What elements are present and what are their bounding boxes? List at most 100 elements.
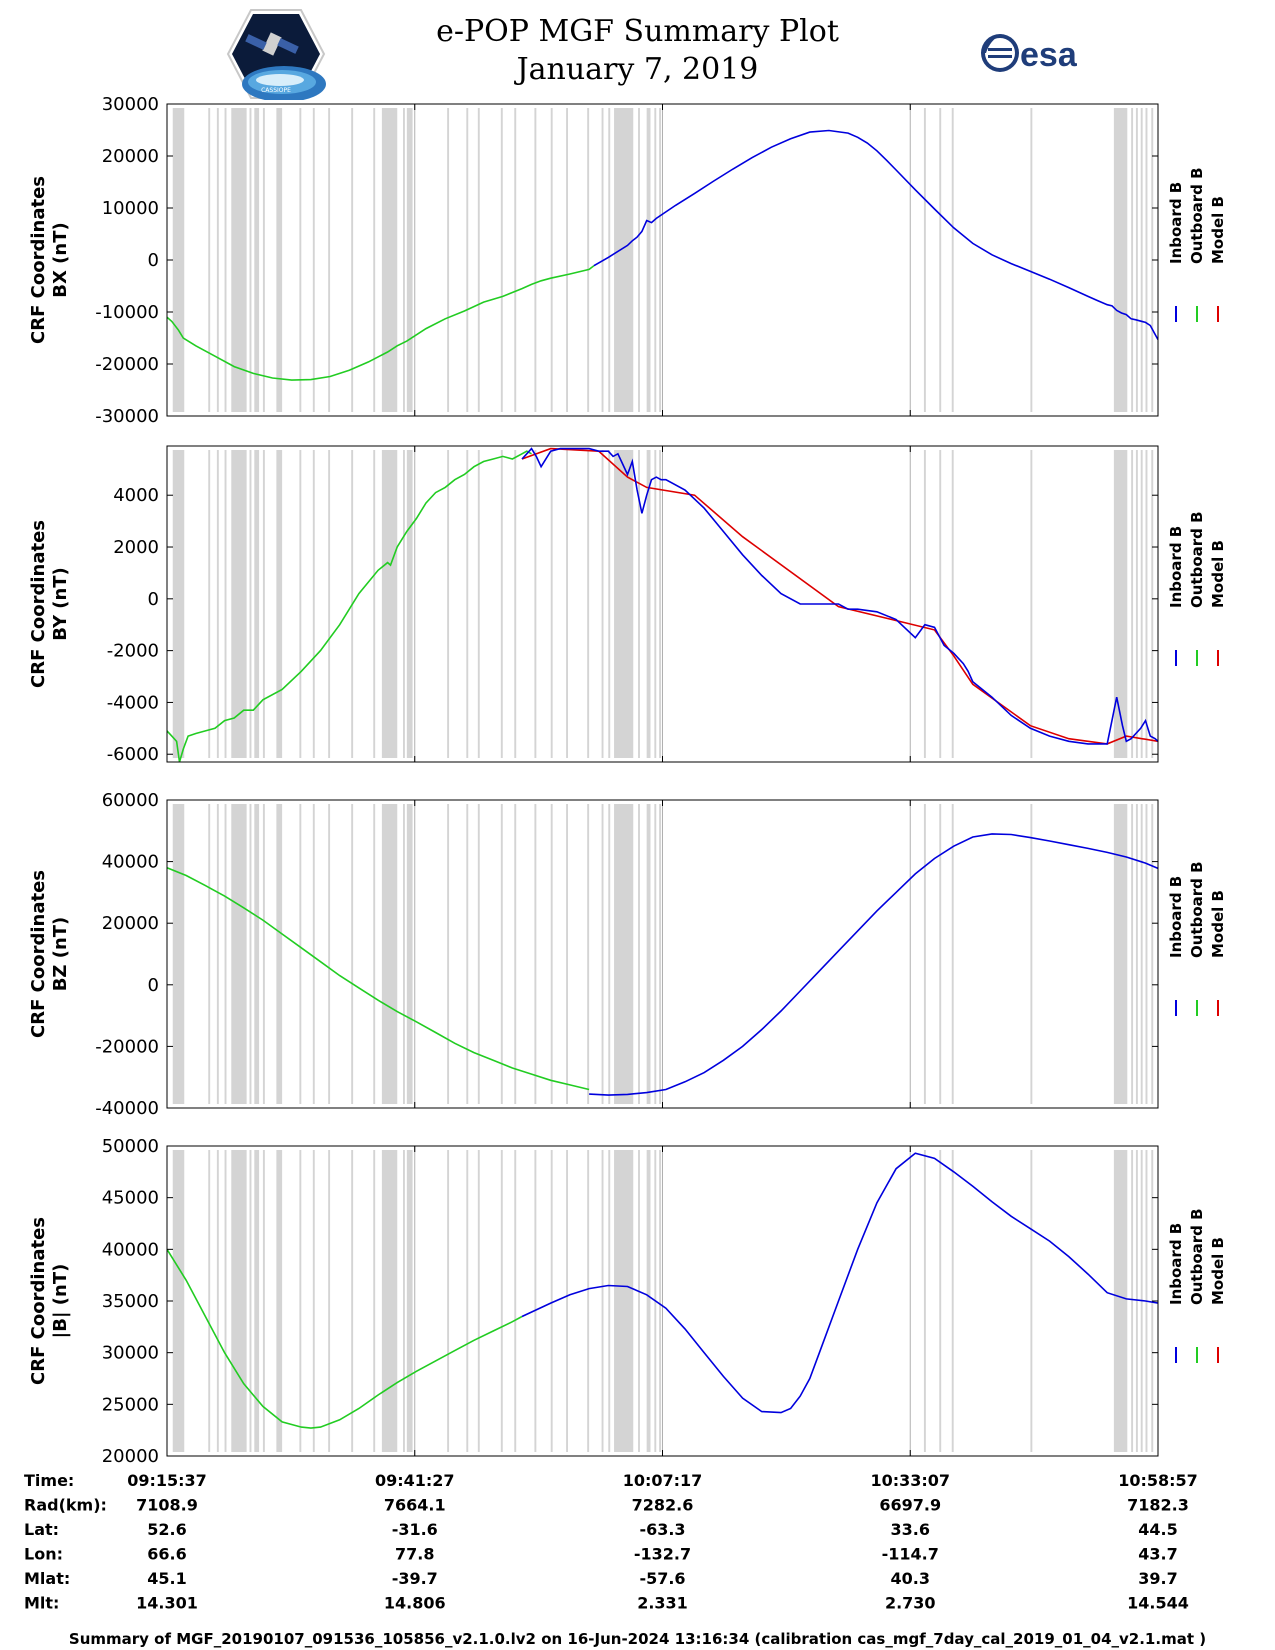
data-gap-band xyxy=(654,804,657,1104)
data-gap-band xyxy=(638,450,640,758)
data-gap-band xyxy=(1145,450,1148,758)
ephemeris-value: 09:15:37 xyxy=(127,1471,207,1490)
data-gap-band xyxy=(550,1150,553,1452)
data-gap-band xyxy=(646,108,651,412)
data-gap-band xyxy=(500,450,503,758)
y-axis-label: BY (nT) xyxy=(50,567,71,641)
data-gap-band xyxy=(231,108,247,412)
data-gap-band xyxy=(208,804,211,1104)
ephemeris-row-label: Mlt: xyxy=(24,1594,59,1613)
data-gap-band xyxy=(939,804,942,1104)
data-gap-band xyxy=(254,450,260,758)
y-axis-label: CRF Coordinates xyxy=(28,870,49,1038)
data-gap-band xyxy=(373,450,376,758)
data-gap-band xyxy=(276,450,283,758)
footer-caption: Summary of MGF_20190107_091536_105856_v2… xyxy=(68,1630,1207,1648)
data-gap-band xyxy=(299,108,302,412)
ephemeris-table: Time: 09:15:37 09:41:27 10:07:17 10:33:07 10:… xyxy=(24,1471,1198,1613)
data-gap-band xyxy=(231,804,247,1104)
ephemeris-value: 2.730 xyxy=(885,1594,936,1613)
data-gap-band xyxy=(312,450,315,758)
data-gap-band xyxy=(477,450,480,758)
data-gap-band xyxy=(249,804,252,1104)
data-gap-band xyxy=(1030,1150,1033,1452)
series-line-outboard-b xyxy=(167,450,532,762)
data-gap-band xyxy=(534,108,537,412)
data-gap-band xyxy=(231,450,247,758)
data-gap-band xyxy=(406,1150,413,1452)
data-gap-band xyxy=(406,450,413,758)
series-line-inboard-b xyxy=(589,833,1158,1096)
esa-logo: esa xyxy=(978,30,1108,76)
data-gap-band xyxy=(587,450,590,758)
ephemeris-value: 40.3 xyxy=(891,1569,930,1588)
data-gap-band xyxy=(514,450,517,758)
data-gap-band xyxy=(1151,450,1154,758)
ephemeris-value: 14.301 xyxy=(136,1594,198,1613)
svg-text:CASSIOPE: CASSIOPE xyxy=(261,87,291,94)
y-tick-label: 50000 xyxy=(102,1136,159,1157)
data-gap-band xyxy=(566,450,569,758)
y-tick-label: 60000 xyxy=(102,790,159,811)
data-gap-band xyxy=(351,108,354,412)
data-gap-band xyxy=(466,108,469,412)
data-gap-band xyxy=(254,804,260,1104)
data-gap-band xyxy=(646,1150,651,1452)
data-gap-band xyxy=(249,1150,252,1452)
data-gap-band xyxy=(659,108,662,412)
data-gap-band xyxy=(1030,804,1033,1104)
data-gap-band xyxy=(659,804,662,1104)
ephemeris-value: 44.5 xyxy=(1138,1520,1177,1539)
y-tick-label: 0 xyxy=(148,250,159,271)
data-gap-band xyxy=(299,1150,302,1452)
data-gap-band xyxy=(216,108,219,412)
data-gap-band xyxy=(406,108,413,412)
data-gap-band xyxy=(402,108,405,412)
data-gap-band xyxy=(406,804,413,1104)
ephemeris-row-label: Time: xyxy=(24,1471,74,1490)
data-gap-band xyxy=(373,1150,376,1452)
data-gap-band xyxy=(224,804,227,1104)
data-gap-band xyxy=(276,1150,283,1452)
data-gap-band xyxy=(923,450,926,758)
data-gap-band xyxy=(373,108,376,412)
data-gap-band xyxy=(208,1150,211,1452)
data-gap-band xyxy=(587,1150,590,1452)
data-gap-band xyxy=(328,804,331,1104)
data-gap-band xyxy=(381,450,398,758)
data-gap-band xyxy=(172,804,185,1104)
data-gap-band xyxy=(1113,108,1128,412)
data-gap-band xyxy=(1140,108,1143,412)
data-gap-band xyxy=(550,804,553,1104)
data-gap-band xyxy=(500,804,503,1104)
y-tick-label: -4000 xyxy=(107,692,159,713)
y-tick-label: 20000 xyxy=(102,913,159,934)
ephemeris-value: 43.7 xyxy=(1138,1545,1177,1564)
y-tick-label: 45000 xyxy=(102,1188,159,1209)
data-gap-band xyxy=(254,1150,260,1452)
data-gap-band xyxy=(208,108,211,412)
data-gap-band xyxy=(1145,108,1148,412)
data-gap-band xyxy=(1113,450,1128,758)
ephemeris-value: -132.7 xyxy=(634,1545,691,1564)
data-gap-band xyxy=(216,450,219,758)
header: CASSIOPE e-POP MGF Summary Plot January … xyxy=(0,0,1275,105)
data-gap-band xyxy=(1135,450,1138,758)
data-gap-band xyxy=(447,108,450,412)
data-gap-band xyxy=(587,804,590,1104)
y-tick-label: -20000 xyxy=(95,1036,159,1057)
y-tick-label: 30000 xyxy=(102,1343,159,1364)
data-gap-band xyxy=(654,108,657,412)
data-gap-band xyxy=(312,1150,315,1452)
data-gap-band xyxy=(951,108,954,412)
ephemeris-row-label: Lon: xyxy=(24,1545,63,1564)
data-gap-band xyxy=(1140,450,1143,758)
data-gap-band xyxy=(587,108,590,412)
data-gap-band xyxy=(299,804,302,1104)
y-tick-label: 25000 xyxy=(102,1394,159,1415)
data-gap-band xyxy=(608,450,611,758)
ephemeris-value: 10:07:17 xyxy=(623,1471,703,1490)
data-gap-band xyxy=(638,804,640,1104)
ephemeris-value: 39.7 xyxy=(1138,1569,1177,1588)
chart-date: January 7, 2019 xyxy=(516,52,759,87)
